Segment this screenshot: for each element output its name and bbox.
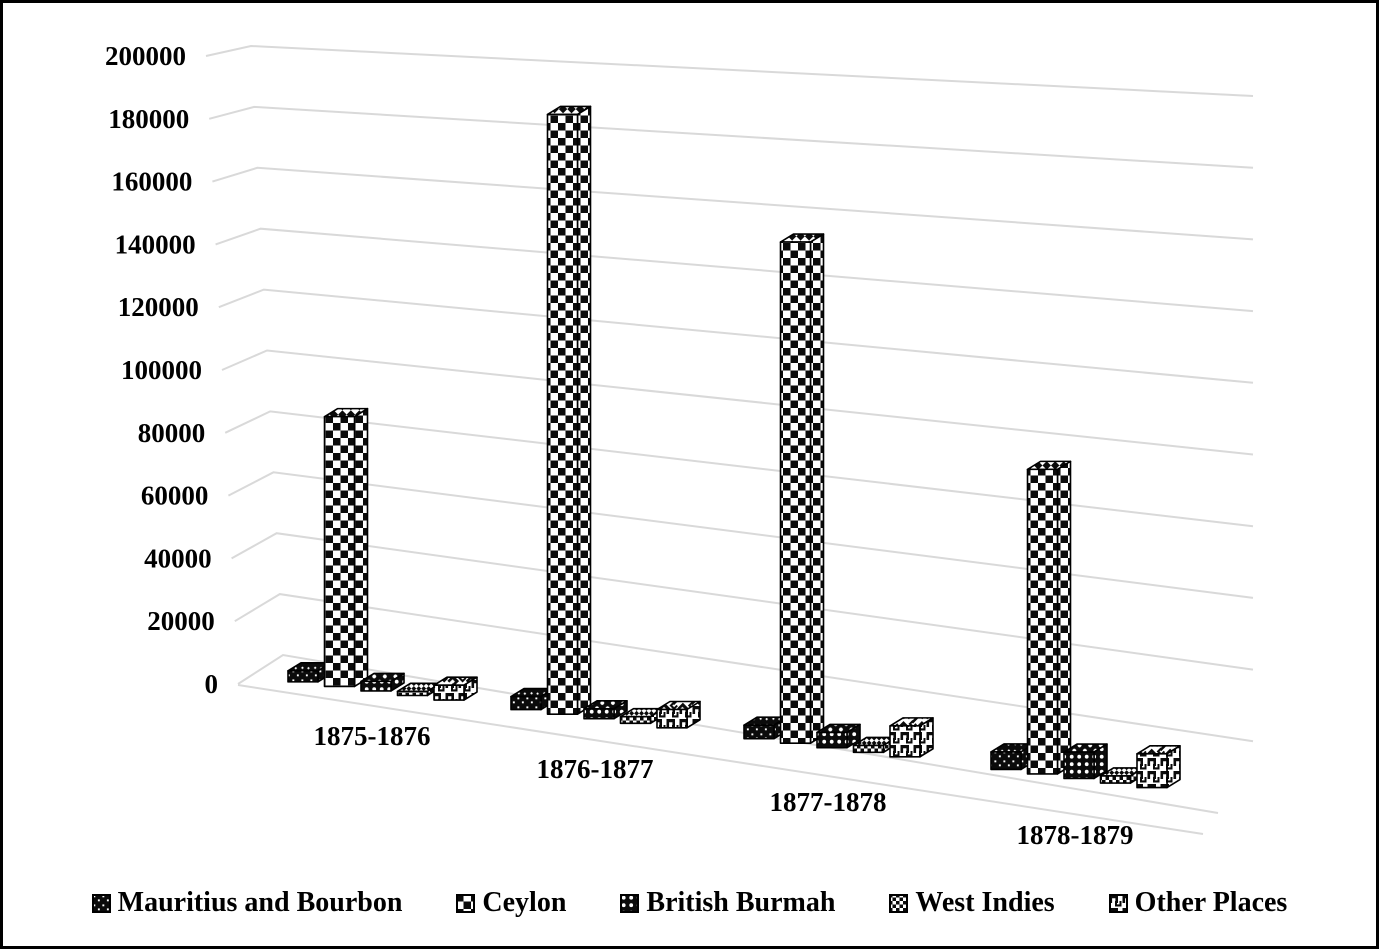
legend-british-burmah-icon xyxy=(620,893,640,913)
gridline xyxy=(227,471,1254,599)
floor-front-edge xyxy=(237,684,1204,835)
bars xyxy=(287,105,1181,789)
legend-other-places-icon xyxy=(1108,893,1128,913)
gridline xyxy=(212,166,1254,241)
y-axis-label: 40000 xyxy=(144,543,212,573)
bar-british-burmah-1877-1878 xyxy=(816,723,861,749)
x-axis-label-1877-1878: 1877-1878 xyxy=(770,787,887,817)
legend-label: Ceylon xyxy=(482,887,567,918)
y-axis-label: 60000 xyxy=(141,481,209,511)
y-axis-label: 140000 xyxy=(115,229,196,259)
bar-mauritius-and-bourbon-1878-1879 xyxy=(990,743,1035,771)
bar-british-burmah-1878-1879 xyxy=(1063,743,1108,780)
bar-ceylon-1876-1877 xyxy=(546,105,592,715)
gridline xyxy=(205,44,1254,97)
bar-british-burmah-1876-1877 xyxy=(583,700,628,720)
legend-ceylon-icon xyxy=(456,893,476,913)
bar-other-places-1877-1878 xyxy=(889,717,934,758)
gridline xyxy=(224,410,1254,528)
legend: Mauritius and Bourbon Ceylon British Burma… xyxy=(3,887,1376,919)
legend-label: West Indies xyxy=(915,887,1055,918)
y-axis-label: 80000 xyxy=(138,418,206,448)
gridline xyxy=(208,105,1254,169)
column-chart: 0 20000 40000 60000 80000 100000 120000 140000 1… xyxy=(105,41,1254,850)
gridlines xyxy=(205,44,1254,835)
y-axis-label: 160000 xyxy=(111,167,192,197)
gridline xyxy=(215,227,1254,313)
category-axis-labels: 1875-1876 1876-1877 1877-1878 1878-1879 xyxy=(314,721,1134,850)
bar-british-burmah-1875-1876 xyxy=(360,672,405,692)
legend-item-british-burmah: British Burmah xyxy=(620,887,835,919)
legend-item-mauritius-and-bourbon: Mauritius and Bourbon xyxy=(91,887,403,919)
x-axis-label-1876-1877: 1876-1877 xyxy=(537,754,654,784)
x-axis-label-1875-1876: 1875-1876 xyxy=(314,721,431,751)
gridline xyxy=(237,653,1219,814)
legend-label: Other Places xyxy=(1134,887,1288,918)
bar-other-places-1878-1879 xyxy=(1136,745,1181,789)
y-axis-label: 180000 xyxy=(108,104,189,134)
bar-ceylon-1877-1878 xyxy=(779,233,825,744)
legend-mauritius-and-bourbon-icon xyxy=(91,893,111,913)
bar-ceylon-1878-1879 xyxy=(1026,460,1072,775)
legend-west-indies-icon xyxy=(889,893,909,913)
bar-other-places-1876-1877 xyxy=(656,700,701,729)
y-axis-labels: 0 20000 40000 60000 80000 100000 120000 140000 1… xyxy=(105,41,218,699)
gridline xyxy=(231,532,1254,671)
bar-other-places-1875-1876 xyxy=(433,676,478,701)
legend-label: British Burmah xyxy=(646,887,836,918)
gridline xyxy=(234,593,1254,743)
y-axis-label: 20000 xyxy=(147,606,215,636)
legend-item-other-places: Other Places xyxy=(1108,887,1288,919)
gridline xyxy=(221,349,1254,456)
x-axis-label-1878-1879: 1878-1879 xyxy=(1017,820,1134,850)
legend-item-west-indies: West Indies xyxy=(889,887,1055,919)
y-axis-label: 0 xyxy=(205,669,219,699)
gridline xyxy=(218,288,1254,384)
bar-ceylon-1875-1876 xyxy=(323,407,369,688)
y-axis-label: 120000 xyxy=(118,292,199,322)
legend-label: Mauritius and Bourbon xyxy=(117,887,403,918)
y-axis-label: 100000 xyxy=(121,355,202,385)
legend-item-ceylon: Ceylon xyxy=(456,887,566,919)
y-axis-label: 200000 xyxy=(105,41,186,71)
bar-west-indies-1876-1877 xyxy=(619,707,665,725)
